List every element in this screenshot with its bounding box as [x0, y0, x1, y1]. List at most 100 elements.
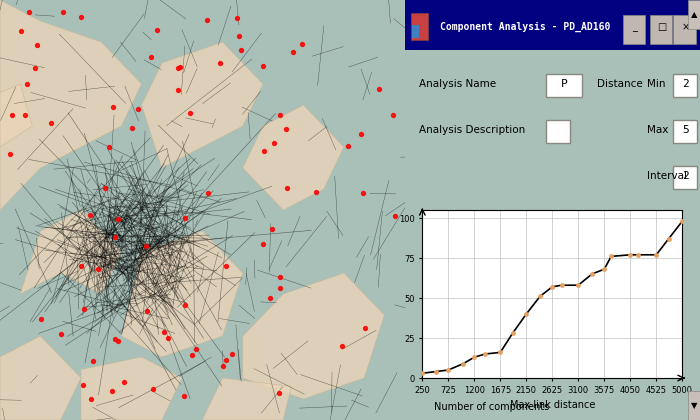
- Point: [56, 331, 67, 337]
- Point: [109, 336, 120, 343]
- Point: [598, 266, 610, 273]
- Text: _: _: [633, 22, 638, 32]
- Point: [651, 252, 662, 258]
- Point: [416, 370, 428, 377]
- Point: [162, 334, 174, 341]
- FancyBboxPatch shape: [673, 120, 697, 143]
- Point: [88, 358, 99, 365]
- Point: [342, 143, 354, 150]
- Point: [357, 189, 368, 196]
- Point: [132, 105, 143, 112]
- Point: [147, 386, 158, 392]
- Point: [202, 189, 214, 196]
- Point: [29, 65, 41, 72]
- Point: [174, 63, 186, 70]
- Point: [179, 215, 190, 222]
- Point: [58, 8, 69, 15]
- Point: [281, 126, 292, 133]
- Point: [46, 120, 57, 126]
- Point: [521, 311, 532, 318]
- Point: [141, 307, 152, 314]
- Point: [85, 396, 97, 403]
- Point: [75, 262, 86, 269]
- Point: [268, 139, 279, 146]
- Point: [265, 294, 276, 301]
- Point: [187, 352, 198, 359]
- Point: [480, 351, 491, 357]
- FancyBboxPatch shape: [688, 0, 700, 29]
- Point: [458, 360, 469, 367]
- Text: 5: 5: [682, 125, 689, 135]
- Point: [275, 112, 286, 118]
- FancyBboxPatch shape: [673, 166, 697, 189]
- Point: [310, 188, 321, 195]
- Text: Distance: Distance: [596, 79, 643, 89]
- Point: [22, 81, 33, 88]
- Text: Number of components: Number of components: [434, 402, 550, 412]
- Point: [112, 338, 123, 344]
- Text: Analysis Description: Analysis Description: [419, 125, 526, 135]
- Point: [146, 54, 157, 60]
- FancyBboxPatch shape: [650, 15, 672, 44]
- Point: [274, 273, 285, 280]
- Point: [258, 240, 269, 247]
- Point: [92, 266, 104, 273]
- Point: [109, 234, 120, 240]
- Point: [220, 357, 231, 363]
- Point: [4, 150, 15, 157]
- Point: [281, 184, 292, 191]
- Point: [32, 42, 43, 49]
- Point: [215, 59, 226, 66]
- Text: ▼: ▼: [691, 401, 697, 410]
- X-axis label: Max link distance: Max link distance: [510, 400, 595, 410]
- FancyBboxPatch shape: [673, 15, 696, 44]
- Point: [159, 329, 170, 336]
- Point: [217, 362, 228, 369]
- Point: [107, 104, 118, 110]
- Point: [337, 342, 348, 349]
- Point: [534, 293, 545, 300]
- Point: [173, 87, 184, 94]
- Text: Analysis Name: Analysis Name: [419, 79, 496, 89]
- Point: [234, 33, 245, 39]
- Point: [287, 48, 298, 55]
- Point: [547, 284, 558, 290]
- Text: □: □: [657, 22, 666, 32]
- Point: [373, 86, 384, 92]
- Text: 2: 2: [682, 171, 689, 181]
- Point: [220, 263, 232, 270]
- Point: [104, 143, 115, 150]
- Point: [356, 130, 367, 137]
- Point: [151, 27, 162, 34]
- FancyBboxPatch shape: [547, 120, 570, 143]
- Point: [141, 243, 152, 249]
- Point: [587, 270, 598, 277]
- FancyBboxPatch shape: [623, 15, 645, 44]
- Text: ▲: ▲: [691, 10, 697, 19]
- Point: [99, 184, 111, 191]
- Point: [184, 110, 195, 116]
- Point: [297, 40, 308, 47]
- Point: [35, 315, 46, 322]
- Text: Min: Min: [647, 79, 665, 89]
- Point: [6, 112, 18, 118]
- Point: [663, 236, 674, 242]
- Point: [624, 252, 636, 258]
- Text: ×: ×: [681, 22, 690, 32]
- FancyBboxPatch shape: [688, 391, 700, 420]
- Point: [556, 282, 568, 289]
- Point: [180, 301, 191, 308]
- Text: Interval: Interval: [647, 171, 687, 181]
- Point: [388, 111, 399, 118]
- FancyBboxPatch shape: [547, 74, 582, 97]
- FancyBboxPatch shape: [673, 74, 697, 97]
- FancyBboxPatch shape: [410, 13, 428, 40]
- Point: [274, 285, 286, 291]
- Point: [113, 215, 124, 222]
- Point: [573, 282, 584, 289]
- Text: 2: 2: [682, 79, 689, 89]
- Point: [24, 8, 35, 15]
- Point: [173, 64, 184, 71]
- Point: [360, 325, 371, 332]
- Point: [76, 13, 87, 20]
